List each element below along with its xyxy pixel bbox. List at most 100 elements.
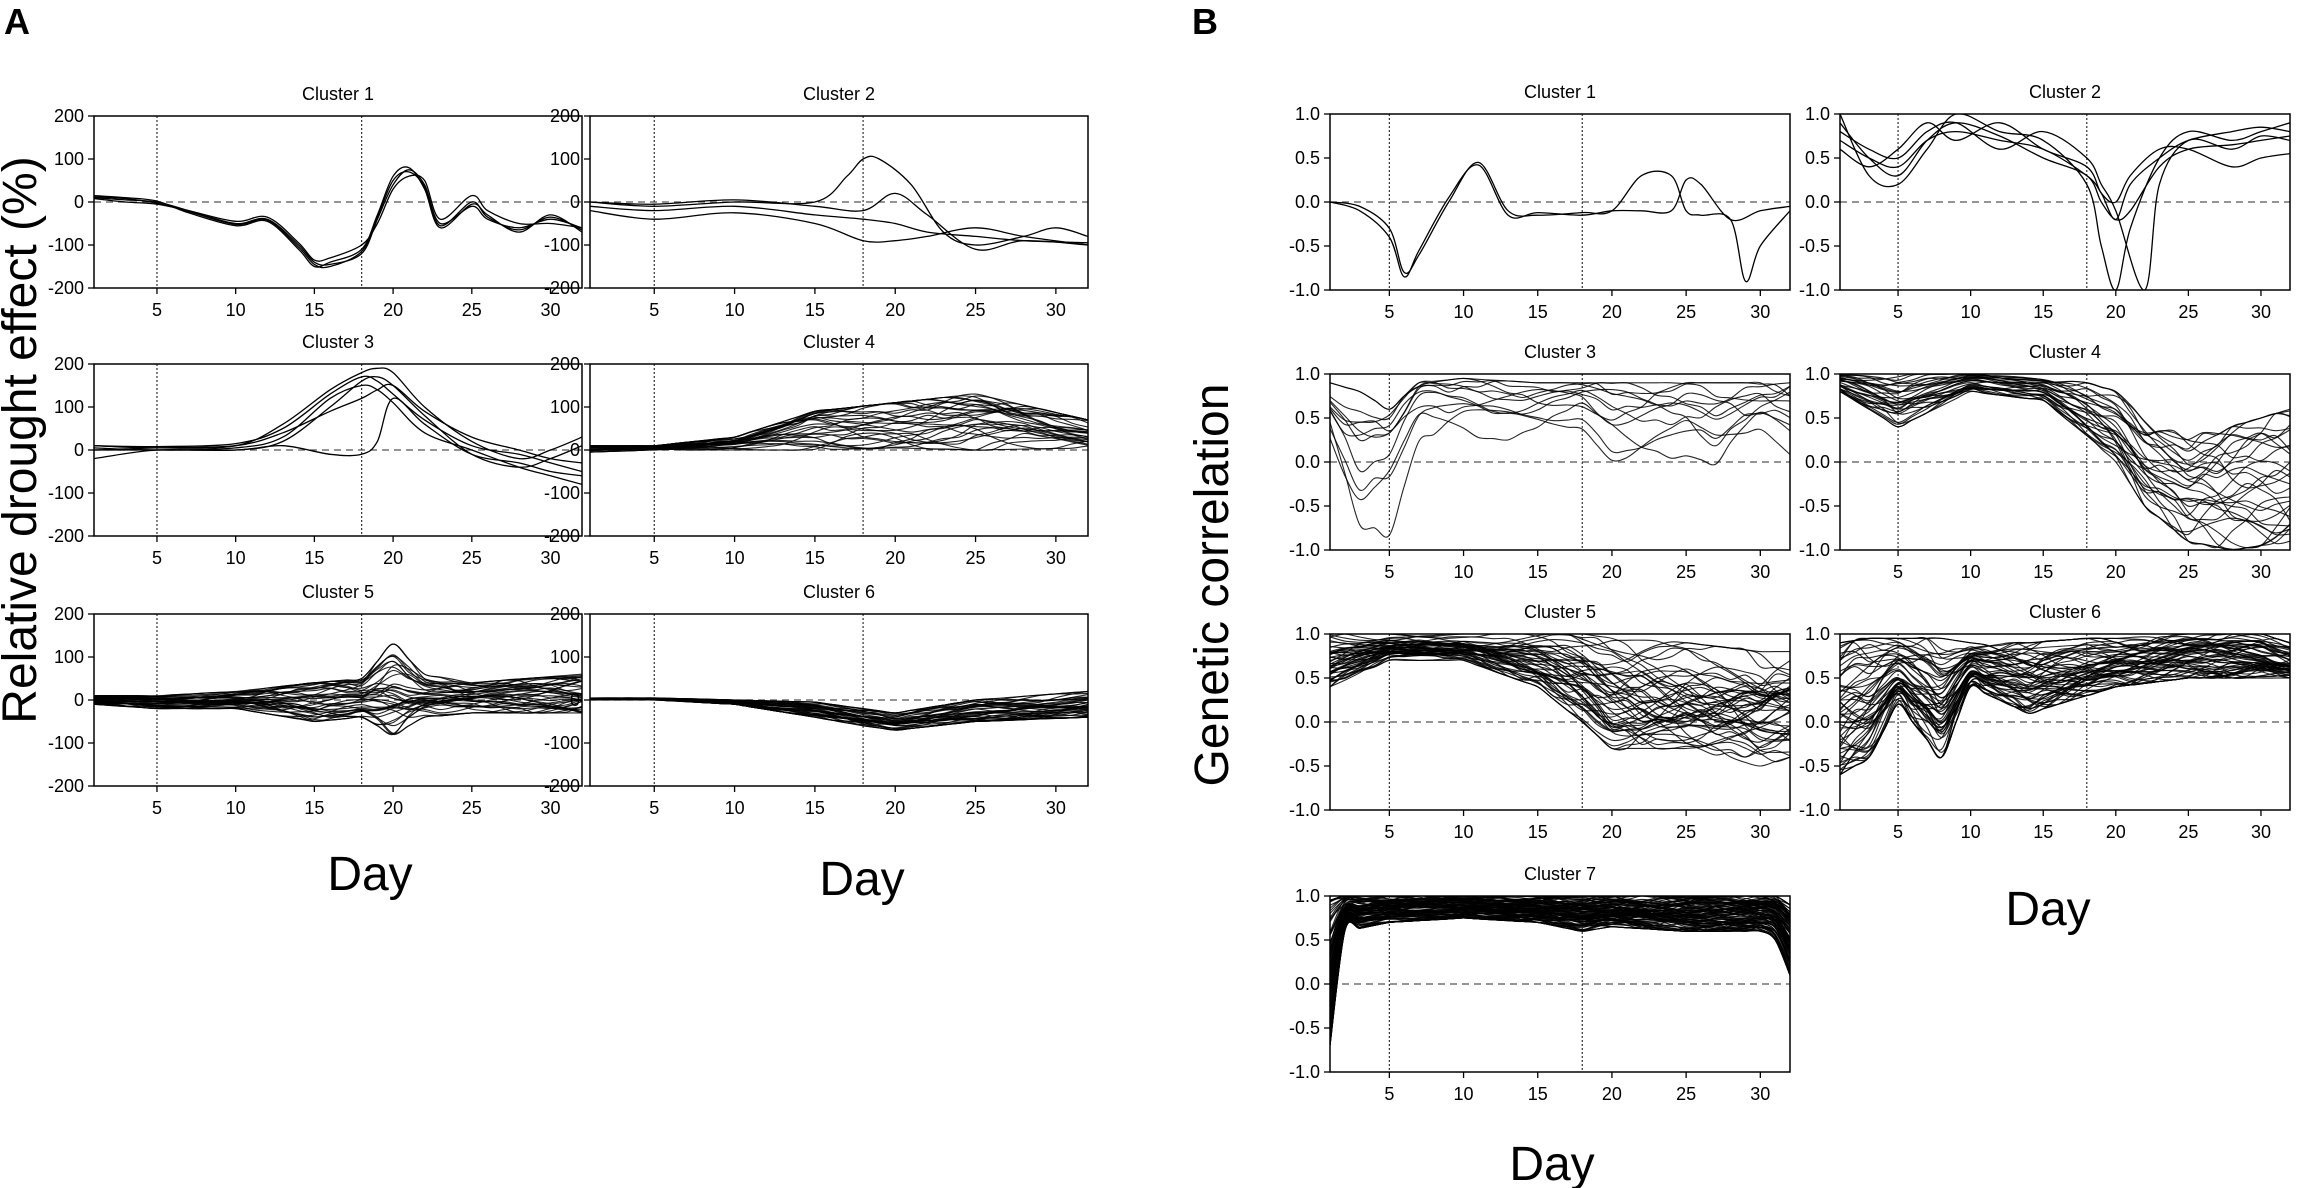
- panel-a-cluster-5-xtick-label: 10: [226, 798, 246, 818]
- panel-a-cluster-5-series-33: [94, 643, 582, 700]
- panel-b-cluster-2-series-1: [1840, 122, 2290, 221]
- panel-b-cluster-3-series-2: [1330, 402, 1790, 501]
- panel-b-cluster-6-xtick-label: 10: [1961, 822, 1981, 842]
- panel-a-cluster-5-ytick-label: -200: [48, 776, 84, 796]
- panel-a-cluster-1: Cluster 1 200 100 0 -100 -200 5 10 15 20 25 30: [48, 84, 583, 320]
- panel-a-cluster-6-series-group: [590, 690, 1088, 731]
- panel-b-cluster-6-ytick-label: 0.0: [1805, 712, 1830, 732]
- panel-a-cluster-6: Cluster 6 200 100 0 -100 -200 5 10 15 20 25 30: [544, 582, 1089, 818]
- panel-a-cluster-5-title: Cluster 5: [302, 582, 374, 602]
- panel-b-cluster-1-ytick-label: 1.0: [1295, 104, 1320, 124]
- panel-b-cluster-5-ytick-label: -0.5: [1289, 756, 1320, 776]
- panel-a-cluster-6-xtick-label: 30: [1046, 798, 1066, 818]
- panel-b-ylabel: Genetic correlation: [1186, 384, 1239, 787]
- panel-a-cluster-3-ytick-label: 200: [54, 354, 84, 374]
- panel-letter-a: A: [4, 1, 30, 42]
- panel-a-cluster-3-xtick-label: 20: [383, 548, 403, 568]
- panel-b-cluster-3-ytick-label: -1.0: [1289, 540, 1320, 560]
- panel-b-cluster-6-ytick-label: 0.5: [1805, 668, 1830, 688]
- panel-a-cluster-4-xtick-label: 25: [966, 548, 986, 568]
- panel-b-cluster-6-ytick-label: 1.0: [1805, 624, 1830, 644]
- panel-a-cluster-5-ytick-label: 200: [54, 604, 84, 624]
- panel-b-cluster-7-series-84: [1330, 897, 1790, 944]
- panel-b-cluster-5-series-50: [1330, 640, 1790, 700]
- panel-b-cluster-7-series-98: [1330, 896, 1790, 971]
- panel-a-cluster-2-title: Cluster 2: [803, 84, 875, 104]
- panel-a-cluster-2-series-4: [590, 205, 1088, 244]
- panel-b-cluster-5-series-34: [1330, 648, 1790, 747]
- panel-b-cluster-3-series-8: [1330, 377, 1790, 442]
- panel-a-cluster-4-xtick-label: 5: [649, 548, 659, 568]
- panel-b-cluster-2-xtick-label: 20: [2106, 302, 2126, 322]
- panel-b-cluster-7-xtick-label: 5: [1384, 1084, 1394, 1104]
- panel-b-cluster-6-series-53: [1840, 641, 2290, 693]
- panel-b-cluster-4-series-12: [1840, 384, 2290, 536]
- panel-b-cluster-1-ytick-label: -1.0: [1289, 280, 1320, 300]
- panel-b-cluster-6-xtick-label: 25: [2178, 822, 2198, 842]
- panel-b-cluster-7-series-96: [1330, 896, 1790, 934]
- panel-b-cluster-6-series-55: [1840, 645, 2290, 705]
- panel-b-cluster-7-xtick-label: 30: [1750, 1084, 1770, 1104]
- panel-b-cluster-7-ytick-label: 0.0: [1295, 974, 1320, 994]
- panel-a-xlabel-right: Day: [819, 853, 904, 906]
- panel-b-cluster-7-title: Cluster 7: [1524, 864, 1596, 884]
- panel-b-cluster-6-series-43: [1840, 658, 2290, 761]
- panel-b-cluster-7-xtick-label: 20: [1602, 1084, 1622, 1104]
- panel-b-cluster-2-series-4: [1840, 122, 2290, 204]
- panel-b-cluster-3-xtick-label: 15: [1528, 562, 1548, 582]
- panel-a-cluster-4-ytick-label: 100: [550, 397, 580, 417]
- panel-b-cluster-2: Cluster 2 1.0 0.5 0.0 -0.5 -1.0 5 10 15 20 25 30: [1799, 82, 2291, 322]
- panel-b-cluster-6-series-54: [1840, 646, 2290, 706]
- panel-letter-b: B: [1192, 1, 1218, 42]
- panel-a-cluster-3-xtick-label: 5: [152, 548, 162, 568]
- panel-b-cluster-1-xtick-label: 20: [1602, 302, 1622, 322]
- panel-b-cluster-5-series-44: [1330, 642, 1790, 723]
- panel-b-cluster-3-xtick-label: 5: [1384, 562, 1394, 582]
- panel-a-cluster-5-xtick-label: 5: [152, 798, 162, 818]
- panel-b-cluster-6: Cluster 6 1.0 0.5 0.0 -0.5 -1.0 5 10 15 20 25 30: [1799, 602, 2291, 842]
- panel-b-xlabel-bottom: Day: [1509, 1138, 1594, 1188]
- panel-b-cluster-1-ytick-label: 0.0: [1295, 192, 1320, 212]
- panel-a-cluster-1-xtick-label: 15: [304, 300, 324, 320]
- panel-a-cluster-3-series-group: [94, 367, 582, 486]
- panel-a-cluster-6-xtick-label: 20: [885, 798, 905, 818]
- panel-b-cluster-4-xtick-label: 30: [2251, 562, 2271, 582]
- panel-a-xlabel-left: Day: [327, 848, 412, 901]
- panel-b-cluster-4-series-27: [1840, 374, 2290, 489]
- panel-a-cluster-1-ytick-label: 200: [54, 106, 84, 126]
- panel-a-cluster-6-ytick-label: 100: [550, 647, 580, 667]
- panel-b-cluster-5-series-9: [1330, 634, 1790, 699]
- panel-a-cluster-4-xtick-label: 20: [885, 548, 905, 568]
- panel-b-cluster-5-ytick-label: -1.0: [1289, 800, 1320, 820]
- panel-b-cluster-1-xtick-label: 30: [1750, 302, 1770, 322]
- panel-b-cluster-1-ytick-label: 0.5: [1295, 148, 1320, 168]
- panel-b-cluster-1-ytick-label: -0.5: [1289, 236, 1320, 256]
- panel-b-cluster-6-series-19: [1840, 643, 2290, 699]
- panel-b-cluster-4-series-17: [1840, 374, 2290, 475]
- panel-b-cluster-5-series-45: [1330, 634, 1790, 661]
- panel-b-cluster-6-series-58: [1840, 667, 2290, 767]
- panel-a-cluster-2-xtick-label: 25: [966, 300, 986, 320]
- panel-a-cluster-3-series-5: [94, 375, 582, 473]
- panel-a-cluster-5: Cluster 5 200 100 0 -100 -200 5 10 15 20 25 30: [48, 582, 583, 818]
- panel-a-cluster-1-series-4: [94, 170, 582, 269]
- panel-a-cluster-6-ytick-label: -200: [544, 776, 580, 796]
- panel-a-cluster-3-xtick-label: 25: [462, 548, 482, 568]
- panel-a-cluster-2-xtick-label: 10: [725, 300, 745, 320]
- panel-a-cluster-3-ytick-label: -100: [48, 483, 84, 503]
- panel-b-cluster-4-ytick-label: -1.0: [1799, 540, 1830, 560]
- panel-a-cluster-3-xtick-label: 30: [541, 548, 561, 568]
- panel-b-cluster-7: Cluster 7 1.0 0.5 0.0 -0.5 -1.0 5 10 15 20 25 30: [1289, 864, 1791, 1104]
- panel-a-cluster-3-ytick-label: 100: [54, 397, 84, 417]
- panel-a-cluster-1-series-group: [94, 166, 582, 269]
- panel-b-cluster-1-xtick-label: 15: [1528, 302, 1548, 322]
- panel-b-cluster-4-series-15: [1840, 383, 2290, 518]
- panel-a-cluster-6-series-31: [590, 692, 1088, 716]
- panel-a-cluster-4-xtick-label: 10: [725, 548, 745, 568]
- panel-a-cluster-2-series-2: [590, 192, 1088, 251]
- panel-a-cluster-3-xtick-label: 15: [304, 548, 324, 568]
- panel-b-cluster-4-xtick-label: 25: [2178, 562, 2198, 582]
- panel-a-cluster-5-ytick-label: -100: [48, 733, 84, 753]
- panel-b-cluster-5-series-46: [1330, 641, 1790, 712]
